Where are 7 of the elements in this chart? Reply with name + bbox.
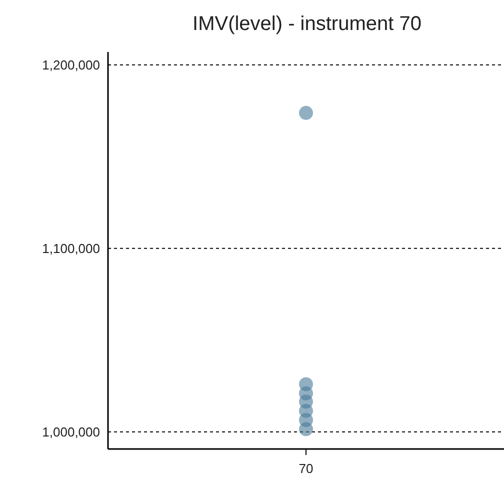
y-tick-label: 1,200,000 bbox=[42, 57, 100, 72]
point bbox=[299, 106, 313, 120]
y-tick-label: 1,000,000 bbox=[42, 424, 100, 440]
y-tick-label: 1,100,000 bbox=[42, 240, 100, 256]
x-tick-label: 70 bbox=[298, 461, 314, 476]
chart-title: IMV(level) - instrument 70 bbox=[192, 13, 422, 35]
point bbox=[299, 422, 313, 436]
